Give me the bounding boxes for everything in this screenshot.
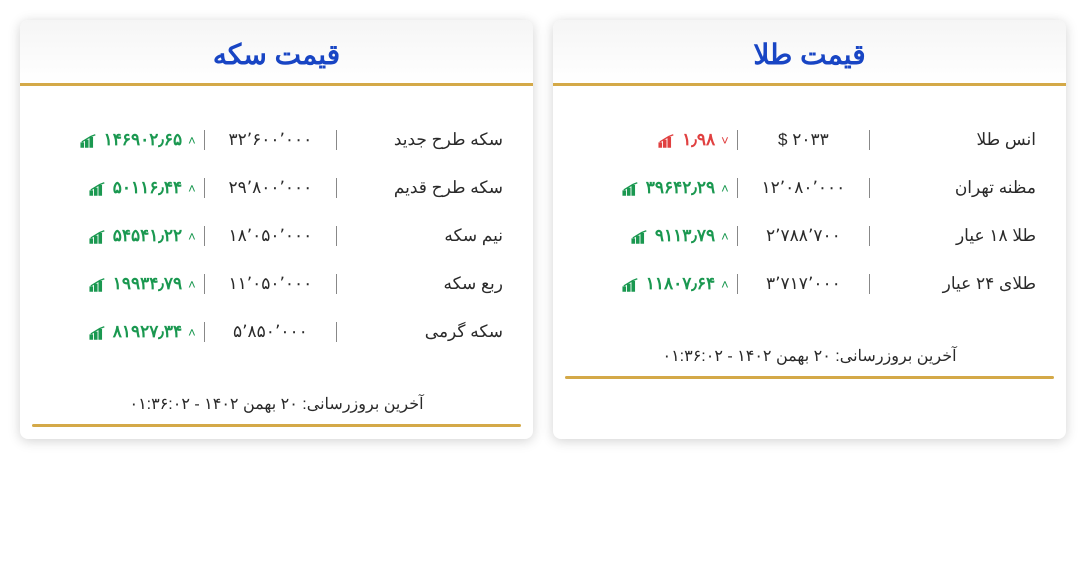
chart-icon — [89, 181, 107, 195]
change-value: ۱۴۶۹۰۲٫۶۵ — [104, 130, 183, 150]
change-value: ۹۱۱۳٫۷۹ — [655, 226, 715, 246]
gold-row: مظنه تهران ۱۲٬۰۸۰٬۰۰۰ ۳۹۶۴۲٫۲۹ ˄ — [578, 164, 1041, 212]
coin-change: ۸۱۹۲۷٫۳۴ ˄ — [45, 322, 204, 342]
arrow-up-icon: ˄ — [188, 277, 196, 292]
coin-update-time: آخرین بروزرسانی: ۲۰ بهمن ۱۴۰۲ - ۰۱:۳۶:۰۲ — [20, 376, 533, 424]
gold-name: انس طلا — [869, 130, 1041, 150]
gold-card-header: قیمت طلا — [553, 20, 1066, 86]
gold-card-body: انس طلا $ ۲۰۳۳ ۱٫۹۸ ˅ مظنه تهران ۱۲٬۰۸۰٬… — [553, 86, 1066, 328]
coin-row: سکه طرح قدیم ۲۹٬۸۰۰٬۰۰۰ ۵۰۱۱۶٫۴۴ ˄ — [45, 164, 508, 212]
coin-name: سکه طرح جدید — [336, 130, 508, 150]
coin-card-body: سکه طرح جدید ۳۲٬۶۰۰٬۰۰۰ ۱۴۶۹۰۲٫۶۵ ˄ سکه … — [20, 86, 533, 376]
gold-name: مظنه تهران — [869, 178, 1041, 198]
coin-price-card: قیمت سکه سکه طرح جدید ۳۲٬۶۰۰٬۰۰۰ ۱۴۶۹۰۲٫… — [20, 20, 533, 439]
gold-price-card: قیمت طلا انس طلا $ ۲۰۳۳ ۱٫۹۸ ˅ مظنه تهرا… — [553, 20, 1066, 439]
arrow-up-icon: ˄ — [188, 325, 196, 340]
gold-name: طلا ۱۸ عیار — [869, 226, 1041, 246]
chart-icon — [631, 229, 649, 243]
arrow-up-icon: ˄ — [721, 181, 729, 196]
coin-price: ۲۹٬۸۰۰٬۰۰۰ — [204, 178, 336, 198]
chart-icon — [658, 133, 676, 147]
coin-card-header: قیمت سکه — [20, 20, 533, 86]
change-value: ۵۴۵۴۱٫۲۲ — [113, 226, 182, 246]
coin-change: ۱۹۹۳۴٫۷۹ ˄ — [45, 274, 204, 294]
coin-price: ۱۸٬۰۵۰٬۰۰۰ — [204, 226, 336, 246]
gold-change: ۳۹۶۴۲٫۲۹ ˄ — [578, 178, 737, 198]
coin-price: ۱۱٬۰۵۰٬۰۰۰ — [204, 274, 336, 294]
gold-price: ۱۲٬۰۸۰٬۰۰۰ — [737, 178, 869, 198]
gold-row: انس طلا $ ۲۰۳۳ ۱٫۹۸ ˅ — [578, 116, 1041, 164]
coin-name: ربع سکه — [336, 274, 508, 294]
arrow-up-icon: ˄ — [721, 229, 729, 244]
arrow-up-icon: ˄ — [721, 277, 729, 292]
change-value: ۱٫۹۸ — [682, 130, 715, 150]
gold-price: ۲٬۷۸۸٬۷۰۰ — [737, 226, 869, 246]
change-value: ۵۰۱۱۶٫۴۴ — [113, 178, 182, 198]
chart-icon — [89, 277, 107, 291]
coin-row: سکه طرح جدید ۳۲٬۶۰۰٬۰۰۰ ۱۴۶۹۰۲٫۶۵ ˄ — [45, 116, 508, 164]
coin-row: نیم سکه ۱۸٬۰۵۰٬۰۰۰ ۵۴۵۴۱٫۲۲ ˄ — [45, 212, 508, 260]
coin-change: ۵۴۵۴۱٫۲۲ ˄ — [45, 226, 204, 246]
coin-name: سکه طرح قدیم — [336, 178, 508, 198]
gold-price: $ ۲۰۳۳ — [737, 130, 869, 150]
gold-change: ۱۱۸۰۷٫۶۴ ˄ — [578, 274, 737, 294]
change-value: ۱۱۸۰۷٫۶۴ — [646, 274, 715, 294]
coin-row: سکه گرمی ۵٬۸۵۰٬۰۰۰ ۸۱۹۲۷٫۳۴ ˄ — [45, 308, 508, 356]
gold-row: طلای ۲۴ عیار ۳٬۷۱۷٬۰۰۰ ۱۱۸۰۷٫۶۴ ˄ — [578, 260, 1041, 308]
gold-row: طلا ۱۸ عیار ۲٬۷۸۸٬۷۰۰ ۹۱۱۳٫۷۹ ˄ — [578, 212, 1041, 260]
gold-name: طلای ۲۴ عیار — [869, 274, 1041, 294]
arrow-up-icon: ˄ — [188, 181, 196, 196]
arrow-up-icon: ˄ — [188, 133, 196, 148]
change-value: ۳۹۶۴۲٫۲۹ — [646, 178, 715, 198]
gold-footer-line — [565, 376, 1054, 379]
gold-update-time: آخرین بروزرسانی: ۲۰ بهمن ۱۴۰۲ - ۰۱:۳۶:۰۲ — [553, 328, 1066, 376]
coin-change: ۵۰۱۱۶٫۴۴ ˄ — [45, 178, 204, 198]
coin-footer-line — [32, 424, 521, 427]
chart-icon — [80, 133, 98, 147]
coin-row: ربع سکه ۱۱٬۰۵۰٬۰۰۰ ۱۹۹۳۴٫۷۹ ˄ — [45, 260, 508, 308]
chart-icon — [622, 277, 640, 291]
arrow-up-icon: ˄ — [188, 229, 196, 244]
coin-price: ۳۲٬۶۰۰٬۰۰۰ — [204, 130, 336, 150]
arrow-down-icon: ˅ — [721, 133, 729, 148]
coin-name: نیم سکه — [336, 226, 508, 246]
gold-price: ۳٬۷۱۷٬۰۰۰ — [737, 274, 869, 294]
gold-card-title: قیمت طلا — [553, 38, 1066, 71]
gold-change: ۹۱۱۳٫۷۹ ˄ — [578, 226, 737, 246]
coin-card-title: قیمت سکه — [20, 38, 533, 71]
gold-change: ۱٫۹۸ ˅ — [578, 130, 737, 150]
change-value: ۱۹۹۳۴٫۷۹ — [113, 274, 182, 294]
chart-icon — [89, 229, 107, 243]
coin-name: سکه گرمی — [336, 322, 508, 342]
coin-price: ۵٬۸۵۰٬۰۰۰ — [204, 322, 336, 342]
coin-change: ۱۴۶۹۰۲٫۶۵ ˄ — [45, 130, 204, 150]
chart-icon — [622, 181, 640, 195]
change-value: ۸۱۹۲۷٫۳۴ — [113, 322, 182, 342]
chart-icon — [89, 325, 107, 339]
